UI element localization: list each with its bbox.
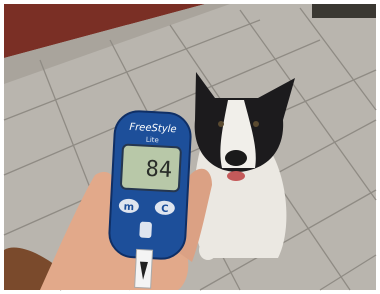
photo: FreeStyle Lite 84 m C [0,0,380,294]
dog-mouth [227,171,245,181]
page: FreeStyle Lite 84 m C (() => { const dat… [0,0,380,294]
dog-paw [199,240,217,260]
button-label: C [161,204,169,215]
dog-paw [258,234,278,252]
button [139,222,152,239]
dog-eye [218,121,224,127]
model: Lite [146,136,159,145]
dog-nose [225,150,247,166]
shadow-corner [312,4,376,18]
dog-eye [253,121,259,127]
reading: 84 [145,157,173,183]
scene: FreeStyle Lite 84 m C [4,4,376,290]
button-label: m [123,202,134,214]
